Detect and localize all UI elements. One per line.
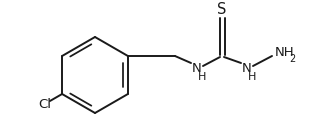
Text: H: H	[248, 72, 256, 82]
Text: Cl: Cl	[38, 98, 51, 111]
Text: S: S	[217, 2, 227, 17]
Text: H: H	[198, 72, 206, 82]
Text: N: N	[192, 62, 202, 75]
Text: 2: 2	[289, 54, 295, 64]
Text: N: N	[242, 62, 252, 75]
Text: NH: NH	[275, 47, 295, 59]
